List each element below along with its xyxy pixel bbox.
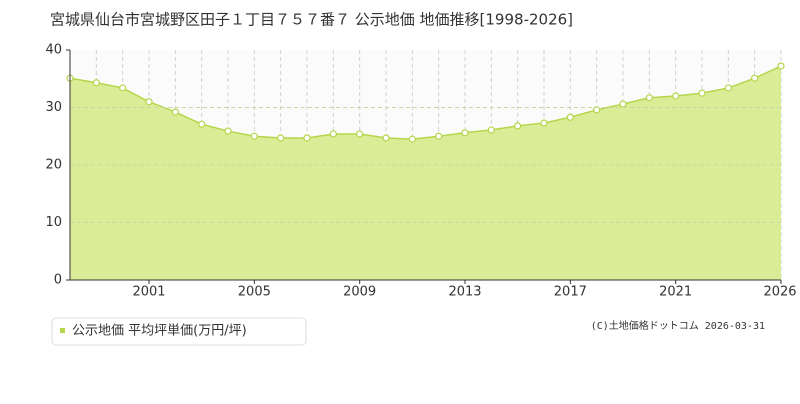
y-tick-label: 0 — [54, 273, 62, 288]
point — [777, 62, 785, 70]
point — [435, 132, 443, 140]
point — [250, 132, 258, 140]
point — [566, 113, 574, 121]
point — [514, 122, 522, 130]
legend — [51, 317, 307, 346]
line — [69, 65, 782, 140]
x-tick-label: 2009 — [343, 285, 376, 300]
chart-title: 宮城県仙台市宮城野区田子１丁目７５７番７ 公示地価 地価推移[1998-2026… — [50, 11, 573, 29]
point — [751, 74, 759, 82]
point — [619, 100, 627, 108]
point — [593, 106, 601, 114]
point — [145, 98, 153, 106]
point — [672, 92, 680, 100]
point — [329, 130, 337, 138]
point — [356, 130, 364, 138]
point — [303, 134, 311, 142]
point — [487, 126, 495, 134]
point — [224, 127, 232, 135]
point — [698, 89, 706, 97]
x-tick-label: 2001 — [132, 285, 165, 300]
x-tick-label: 2026 — [763, 285, 796, 300]
point — [198, 120, 206, 128]
x-tick-label: 2005 — [238, 285, 271, 300]
point — [461, 129, 469, 137]
y-tick-label: 30 — [45, 100, 62, 115]
x-tick-label: 2017 — [554, 285, 587, 300]
y-tick-label: 20 — [45, 158, 62, 173]
y-tick-label: 40 — [45, 43, 62, 58]
area — [70, 66, 781, 280]
point — [645, 94, 653, 102]
source: (C)土地価格ドットコム 2026-03-31 — [591, 319, 765, 332]
point — [382, 134, 390, 142]
point — [92, 79, 100, 87]
point — [277, 134, 285, 142]
x-tick-label: 2021 — [659, 285, 692, 300]
point — [119, 84, 127, 92]
legend-swatch — [60, 328, 65, 333]
legend-label: 公示地価 平均坪単価(万円/坪) — [72, 323, 247, 339]
point — [724, 84, 732, 92]
y-tick-label: 10 — [45, 215, 62, 230]
point — [540, 119, 548, 127]
point — [408, 135, 416, 143]
x-tick-label: 2013 — [448, 285, 481, 300]
point — [171, 108, 179, 116]
